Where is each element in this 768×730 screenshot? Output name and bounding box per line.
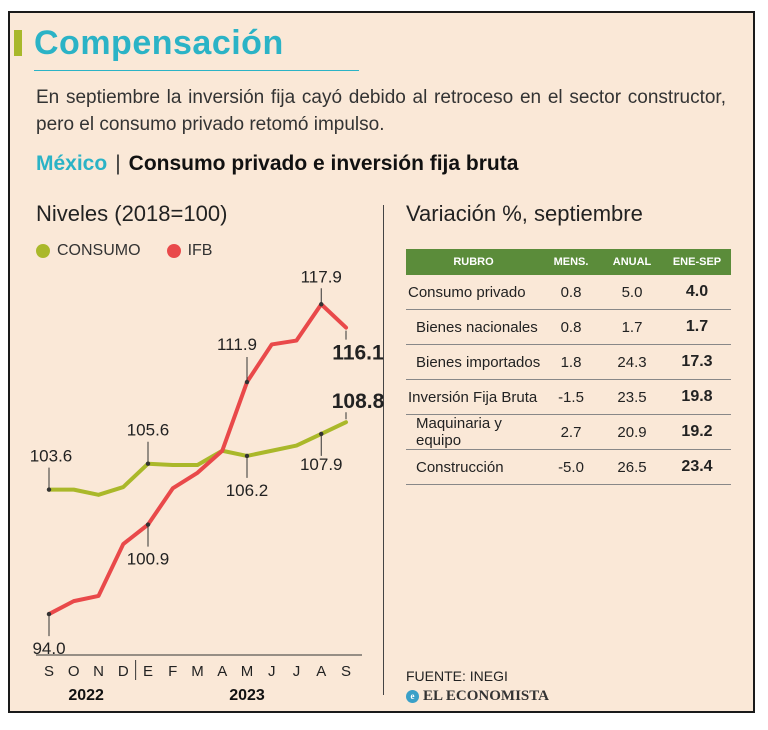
data-label: 111.9 [217, 335, 257, 354]
table-row: Inversión Fija Bruta -1.5 23.5 19.8 [406, 379, 731, 415]
legend-label-consumo: CONSUMO [57, 242, 141, 259]
x-tick-label: S [44, 663, 54, 680]
cell-enesep: 1.7 [663, 309, 731, 345]
table-title: Variación %, septiembre [406, 201, 643, 226]
header-anual: ANUAL [601, 249, 663, 275]
cell-rubro: Consumo privado [406, 275, 541, 310]
page-title: Compensación [34, 24, 284, 62]
cell-mens: -5.0 [541, 449, 601, 485]
table-row: Consumo privado 0.8 5.0 4.0 [406, 275, 731, 310]
data-label: 116.1 [332, 342, 384, 365]
cell-enesep: 23.4 [663, 449, 731, 485]
cell-rubro: Inversión Fija Bruta [406, 379, 541, 415]
table-row: Maquinaria y equipo 2.7 20.9 19.2 [406, 414, 731, 450]
data-label: 106.2 [226, 481, 269, 500]
cell-mens: 1.8 [541, 344, 601, 380]
data-label: 94.0 [32, 639, 65, 658]
section-heading: México | Consumo privado e inversión fija … [36, 152, 518, 176]
year-label: 2023 [229, 687, 265, 704]
legend-item-consumo: CONSUMO [36, 242, 141, 260]
cell-mens: -1.5 [541, 379, 601, 415]
annotation-dot [244, 379, 250, 385]
x-tick-label: O [68, 663, 80, 680]
legend-item-ifb: IFB [166, 242, 213, 260]
legend-dot-consumo [36, 244, 50, 258]
data-label: 105.6 [127, 421, 170, 440]
x-tick-label: S [341, 663, 351, 680]
table-row: Bienes importados 1.8 24.3 17.3 [406, 344, 731, 380]
year-label: 2022 [68, 687, 104, 704]
header-rubro: RUBRO [406, 249, 541, 275]
section-separator: | [115, 152, 121, 175]
cell-anual: 5.0 [601, 275, 663, 310]
cell-mens: 0.8 [541, 275, 601, 310]
data-label: 108.8 [332, 390, 385, 413]
data-label: 103.6 [30, 447, 73, 466]
brand-name: EL ECONOMISTA [423, 688, 549, 704]
x-tick-label: A [316, 663, 326, 680]
cell-enesep: 4.0 [663, 275, 731, 310]
series-line-ifb [47, 302, 348, 617]
annotation-dot [319, 302, 324, 307]
annotation-dot [145, 522, 151, 527]
table-row: Bienes nacionales 0.8 1.7 1.7 [406, 309, 731, 345]
section-title: Consumo privado e inversión fija bruta [128, 152, 519, 175]
data-label: 107.9 [300, 455, 343, 474]
legend-dot-ifb [166, 244, 181, 258]
table-row: Construcción -5.0 26.5 23.4 [406, 449, 731, 485]
x-tick-label: N [93, 663, 104, 680]
cell-enesep: 19.2 [663, 414, 731, 450]
x-tick-label: M [191, 663, 204, 680]
country-label: México [36, 152, 108, 175]
cell-anual: 26.5 [601, 449, 663, 485]
data-label: 117.9 [301, 267, 342, 286]
cell-enesep: 19.8 [663, 379, 731, 415]
annotation-dot [145, 461, 151, 466]
cell-mens: 0.8 [541, 309, 601, 345]
x-tick-label: A [217, 663, 227, 680]
page-subtitle: En septiembre la inversión fija cayó deb… [36, 87, 726, 135]
data-label: 100.9 [127, 550, 170, 569]
header-enesep: ENE-SEP [663, 249, 731, 275]
cell-anual: 24.3 [601, 344, 663, 380]
chart-legend: CONSUMO IFB [36, 242, 238, 260]
x-tick-label: J [268, 663, 276, 680]
source-note: FUENTE: INEGI [406, 668, 508, 684]
annotation-dot [46, 611, 52, 617]
cell-rubro: Maquinaria y equipo [406, 414, 541, 450]
annotation-dot [46, 487, 52, 492]
x-tick-label: F [168, 663, 177, 680]
legend-label-ifb: IFB [187, 242, 213, 259]
cell-rubro: Bienes importados [406, 344, 541, 380]
title-underline [34, 70, 359, 71]
chart-title: Niveles (2018=100) [36, 201, 228, 226]
cell-anual: 23.5 [601, 379, 663, 415]
annotation-dot [319, 431, 324, 437]
x-tick-label: D [118, 663, 129, 680]
cell-anual: 1.7 [601, 309, 663, 345]
cell-anual: 20.9 [601, 414, 663, 450]
cell-rubro: Bienes nacionales [406, 309, 541, 345]
variation-table: RUBRO MENS. ANUAL ENE-SEP Consumo privad… [406, 249, 731, 485]
x-tick-label: E [143, 663, 153, 680]
annotation-dot [244, 453, 250, 459]
brand-mark-icon: e [406, 690, 419, 703]
header-mens: MENS. [541, 249, 601, 275]
series-line-consumo [47, 420, 348, 497]
brand-logo: e EL ECONOMISTA [406, 688, 549, 705]
cell-rubro: Construcción [406, 449, 541, 485]
cell-enesep: 17.3 [663, 344, 731, 380]
x-tick-label: M [241, 663, 254, 680]
panel-divider [383, 205, 384, 695]
cell-mens: 2.7 [541, 414, 601, 450]
x-tick-label: J [293, 663, 301, 680]
table-header-row: RUBRO MENS. ANUAL ENE-SEP [406, 249, 731, 275]
title-accent-bar [14, 30, 22, 56]
